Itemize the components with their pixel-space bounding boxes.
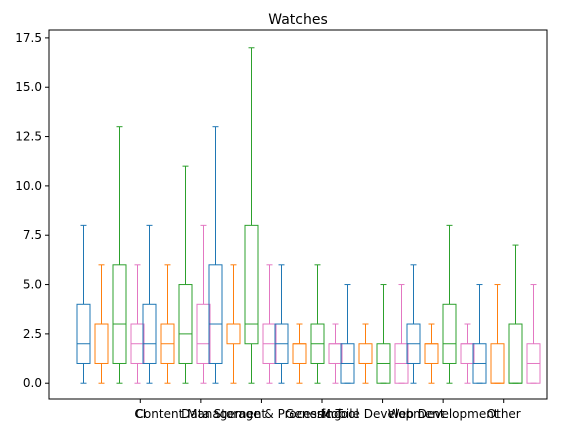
box: [196, 224, 211, 384]
box-body: [442, 303, 457, 364]
box-group: [406, 224, 475, 384]
box: [394, 284, 409, 384]
x-tick-label: Other: [487, 407, 521, 421]
y-axis: 0.0 2.5 5.0 7.5 10.0 12.5 15.0 17.5: [15, 31, 49, 390]
box-body: [244, 224, 259, 345]
box-group: [472, 244, 541, 384]
box-group: [274, 264, 343, 384]
box-body: [328, 343, 343, 364]
y-tick-label: 15.0: [15, 80, 42, 94]
box-body: [424, 343, 439, 364]
box-group: [142, 165, 211, 384]
box-body: [460, 343, 475, 364]
box-body: [94, 323, 109, 364]
box: [526, 284, 541, 384]
box: [508, 244, 523, 384]
y-tick-label: 10.0: [15, 179, 42, 193]
x-tick-label: Mobile Development: [321, 407, 445, 421]
box-body: [208, 264, 223, 364]
box: [472, 284, 487, 384]
box: [262, 264, 277, 384]
y-tick-label: 17.5: [15, 31, 42, 45]
box: [490, 284, 505, 384]
box-body: [226, 323, 241, 345]
box: [376, 284, 391, 384]
x-tick-label: Generic Tool: [285, 407, 359, 421]
box-group: [76, 126, 145, 384]
box-body: [112, 264, 127, 364]
y-tick-label: 2.5: [23, 327, 42, 341]
x-tick-label: Web Development: [388, 407, 499, 421]
box-body: [76, 303, 91, 364]
box: [460, 323, 475, 384]
box: [424, 323, 439, 384]
box-body: [358, 343, 373, 364]
box-body: [142, 303, 157, 364]
box: [94, 264, 109, 384]
y-tick-label: 12.5: [15, 130, 42, 144]
box: [328, 323, 343, 384]
box: [142, 224, 157, 384]
x-tick-label: Content Management: [136, 407, 267, 421]
box: [112, 126, 127, 384]
box-body: [292, 343, 307, 364]
y-tick-label: 7.5: [23, 228, 42, 242]
box: [160, 264, 175, 384]
box-body: [508, 323, 523, 384]
box: [244, 47, 259, 384]
box: [226, 264, 241, 384]
box-body: [178, 284, 193, 364]
chart-title: Watches: [268, 12, 328, 28]
box-group: [208, 47, 277, 384]
box: [130, 264, 145, 384]
box: [442, 224, 457, 384]
box-body: [490, 343, 505, 384]
box: [208, 126, 223, 384]
x-tick-label: CI: [134, 407, 146, 421]
box: [358, 323, 373, 384]
x-tick-label: Data Storage & Processing: [181, 407, 341, 421]
box: [340, 284, 355, 384]
box: [76, 224, 91, 384]
box-body: [196, 303, 211, 364]
box-group: [340, 284, 409, 384]
box: [274, 264, 289, 384]
box: [292, 323, 307, 384]
y-tick-label: 0.0: [23, 376, 42, 390]
box: [178, 165, 193, 384]
plot-frame: [48, 29, 548, 400]
box: [310, 264, 325, 384]
plot-area: [76, 47, 541, 384]
box: [406, 264, 421, 384]
y-tick-label: 5.0: [23, 278, 42, 292]
